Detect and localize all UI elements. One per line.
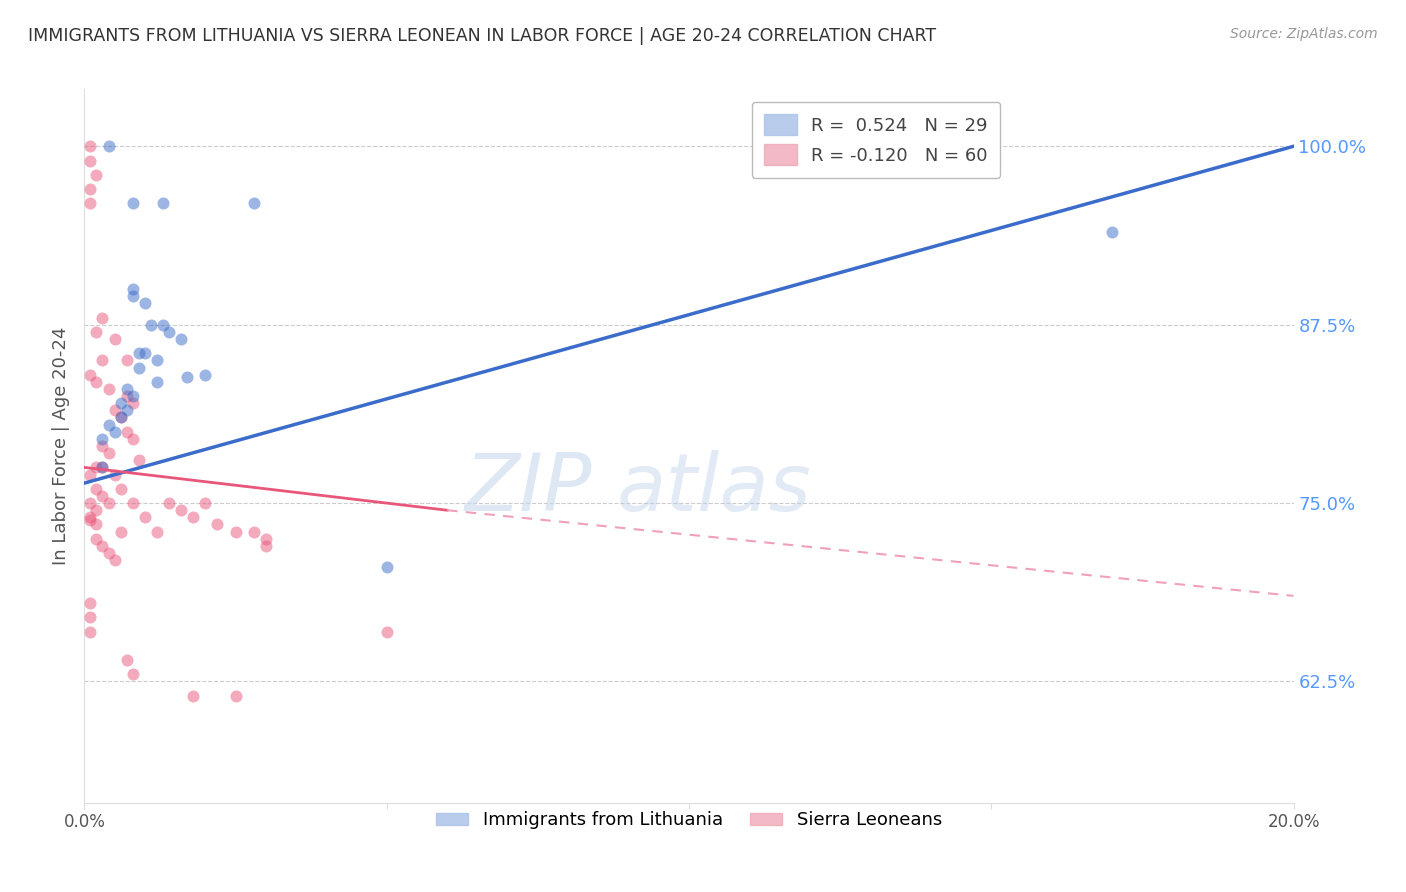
Point: [79, 496, 101, 510]
Point: [97, 496, 120, 510]
Point: [170, 503, 193, 517]
Point: [97, 382, 120, 396]
Point: [121, 389, 143, 403]
Point: [79, 467, 101, 482]
Point: [157, 325, 180, 339]
Point: [115, 403, 138, 417]
Point: [225, 524, 247, 539]
Point: [121, 282, 143, 296]
Point: [91, 353, 114, 368]
Point: [1101, 225, 1123, 239]
Point: [86, 168, 108, 182]
Point: [86, 325, 108, 339]
Point: [79, 196, 101, 211]
Point: [254, 539, 277, 553]
Point: [91, 439, 114, 453]
Point: [79, 610, 101, 624]
Point: [115, 389, 138, 403]
Point: [254, 532, 277, 546]
Point: [121, 196, 143, 211]
Point: [146, 353, 169, 368]
Point: [121, 289, 143, 303]
Point: [91, 489, 114, 503]
Point: [110, 396, 132, 410]
Point: [110, 410, 132, 425]
Text: atlas: atlas: [616, 450, 811, 528]
Point: [157, 496, 180, 510]
Point: [104, 403, 127, 417]
Text: ZIP: ZIP: [465, 450, 592, 528]
Point: [176, 370, 198, 384]
Point: [375, 560, 398, 574]
Point: [128, 360, 150, 375]
Point: [79, 624, 101, 639]
Point: [97, 546, 120, 560]
Point: [91, 460, 114, 475]
Text: IMMIGRANTS FROM LITHUANIA VS SIERRA LEONEAN IN LABOR FORCE | AGE 20-24 CORRELATI: IMMIGRANTS FROM LITHUANIA VS SIERRA LEON…: [28, 27, 936, 45]
Point: [104, 332, 127, 346]
Point: [97, 417, 120, 432]
Point: [86, 375, 108, 389]
Point: [134, 510, 156, 524]
Point: [121, 396, 143, 410]
Point: [121, 667, 143, 681]
Point: [152, 318, 174, 332]
Point: [91, 460, 114, 475]
Point: [242, 196, 264, 211]
Point: [79, 368, 101, 382]
Point: [139, 318, 162, 332]
Point: [121, 496, 143, 510]
Point: [97, 139, 120, 153]
Point: [86, 482, 108, 496]
Point: [134, 346, 156, 360]
Point: [225, 689, 247, 703]
Point: [91, 432, 114, 446]
Legend: Immigrants from Lithuania, Sierra Leoneans: Immigrants from Lithuania, Sierra Leonea…: [429, 805, 949, 837]
Point: [115, 353, 138, 368]
Point: [79, 510, 101, 524]
Point: [91, 539, 114, 553]
Point: [115, 425, 138, 439]
Point: [194, 496, 217, 510]
Point: [86, 503, 108, 517]
Point: [194, 368, 217, 382]
Point: [86, 460, 108, 475]
Point: [104, 467, 127, 482]
Point: [146, 375, 169, 389]
Y-axis label: In Labor Force | Age 20-24: In Labor Force | Age 20-24: [52, 326, 70, 566]
Point: [146, 524, 169, 539]
Point: [128, 346, 150, 360]
Point: [104, 425, 127, 439]
Point: [121, 432, 143, 446]
Point: [110, 482, 132, 496]
Point: [91, 310, 114, 325]
Point: [86, 517, 108, 532]
Point: [79, 182, 101, 196]
Point: [86, 532, 108, 546]
Point: [79, 596, 101, 610]
Point: [104, 553, 127, 567]
Point: [152, 196, 174, 211]
Point: [115, 653, 138, 667]
Point: [128, 453, 150, 467]
Point: [79, 153, 101, 168]
Point: [181, 689, 204, 703]
Point: [181, 510, 204, 524]
Point: [110, 524, 132, 539]
Point: [79, 139, 101, 153]
Point: [242, 524, 264, 539]
Point: [375, 624, 398, 639]
Point: [79, 513, 101, 527]
Point: [207, 517, 229, 532]
Text: Source: ZipAtlas.com: Source: ZipAtlas.com: [1230, 27, 1378, 41]
Point: [134, 296, 156, 310]
Point: [110, 410, 132, 425]
Point: [115, 382, 138, 396]
Point: [170, 332, 193, 346]
Point: [97, 446, 120, 460]
